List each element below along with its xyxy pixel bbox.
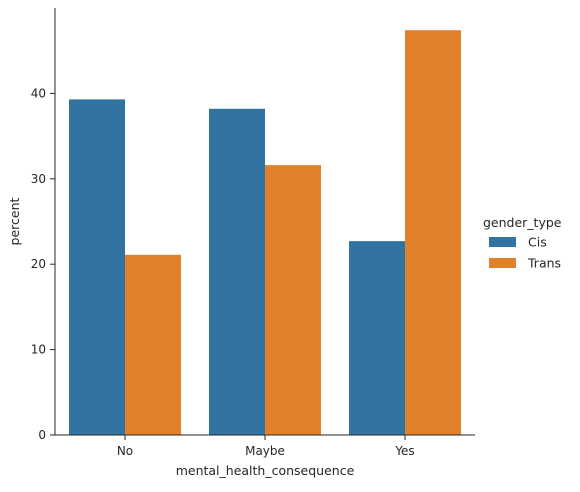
y-tick-label: 0 bbox=[38, 428, 46, 442]
y-tick-label: 20 bbox=[31, 257, 46, 271]
bar-trans-no bbox=[125, 254, 181, 435]
legend-label-trans: Trans bbox=[527, 256, 561, 271]
x-tick-label-maybe: Maybe bbox=[245, 444, 285, 458]
bars-group bbox=[69, 30, 461, 436]
bar-trans-yes bbox=[405, 30, 461, 435]
legend-swatch-trans bbox=[489, 258, 516, 268]
bar-cis-maybe bbox=[209, 108, 265, 435]
y-tick-label: 10 bbox=[31, 343, 46, 357]
x-ticks-group: No Maybe Yes bbox=[117, 435, 415, 458]
legend-title: gender_type bbox=[483, 215, 562, 230]
y-axis-label: percent bbox=[7, 197, 22, 245]
y-tick-label: 30 bbox=[31, 172, 46, 186]
bar-cis-yes bbox=[349, 241, 405, 435]
legend-label-cis: Cis bbox=[528, 235, 547, 250]
x-axis-label: mental_health_consequence bbox=[176, 463, 355, 478]
bar-cis-no bbox=[69, 99, 125, 436]
bar-trans-maybe bbox=[265, 165, 321, 436]
y-ticks-group: 0 10 20 30 40 bbox=[31, 86, 55, 442]
y-tick-label: 40 bbox=[31, 86, 46, 100]
legend-swatch-cis bbox=[489, 237, 516, 247]
x-tick-label-yes: Yes bbox=[394, 444, 414, 458]
x-tick-label-no: No bbox=[117, 444, 133, 458]
legend: gender_type Cis Trans bbox=[483, 215, 562, 271]
